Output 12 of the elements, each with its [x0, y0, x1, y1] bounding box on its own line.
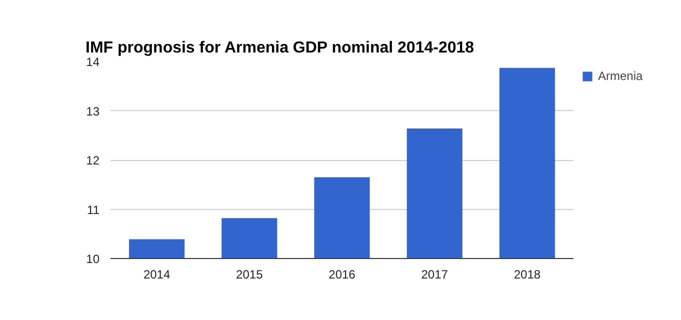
- y-tick-label: 10: [86, 252, 100, 266]
- chart-title: IMF prognosis for Armenia GDP nominal 2014-2018: [86, 40, 474, 56]
- y-tick-label: 14: [86, 55, 100, 69]
- y-tick-label: 13: [86, 104, 100, 118]
- legend-label: Armenia: [598, 69, 643, 83]
- y-tick-label: 11: [87, 202, 100, 217]
- y-tick-label: 12: [86, 154, 100, 168]
- x-tick-label: 2018: [514, 268, 541, 282]
- x-tick-label: 2017: [421, 268, 448, 282]
- x-tick-label: 2014: [143, 268, 170, 282]
- x-tick-label: 2015: [236, 268, 264, 282]
- x-tick-label: 2016: [328, 268, 356, 282]
